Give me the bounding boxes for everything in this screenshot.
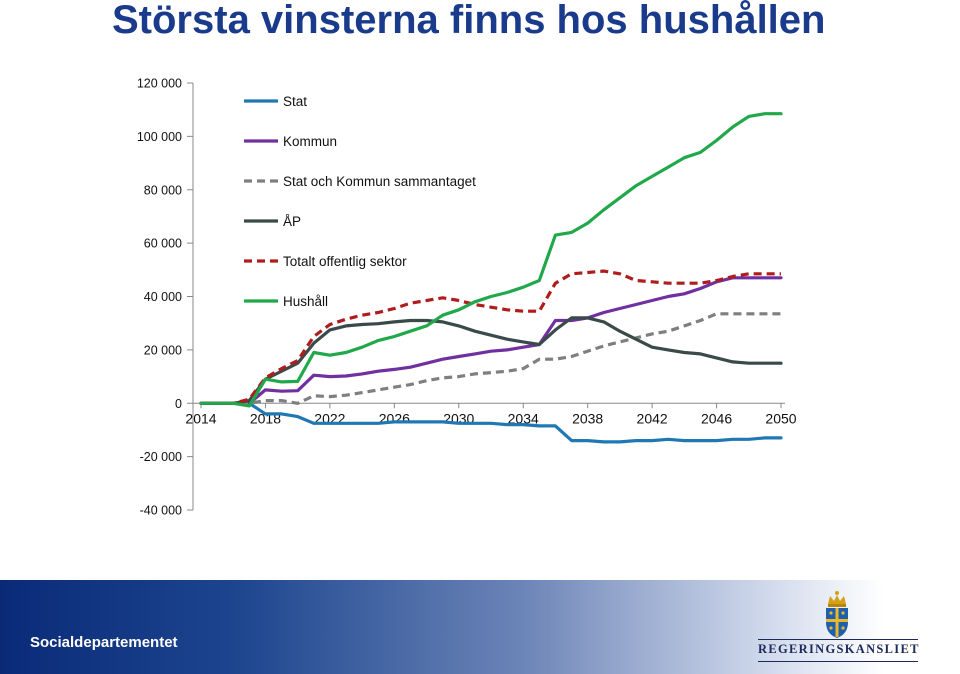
logo-wordmark: REGERINGSKANSLIET xyxy=(758,642,920,656)
legend-label: Totalt offentlig sektor xyxy=(283,254,407,269)
logo-rule-bottom xyxy=(758,661,918,662)
slide-title: Största vinsterna finns hos hushållen xyxy=(112,0,826,42)
legend-label: ÅP xyxy=(283,214,301,229)
series-line-stat-och-kommun-sammantaget xyxy=(201,312,781,405)
series-line-kommun xyxy=(199,276,783,405)
regeringskansliet-logo: REGERINGSKANSLIET xyxy=(758,590,918,668)
x-tick-label: 2050 xyxy=(765,410,796,426)
legend-label: Hushåll xyxy=(283,294,328,309)
footer-band: Socialdepartementet xyxy=(0,580,960,674)
chart-axes: -40 000 -20 000 0 20 000 40 000 60 000 80 000 1… xyxy=(137,77,797,518)
line-chart: -40 000 -20 000 0 20 000 40 000 60 000 80 000 1… xyxy=(137,77,797,518)
x-tick-label: 2042 xyxy=(637,410,668,426)
x-tick-label: 2034 xyxy=(508,410,539,426)
legend-label: Stat xyxy=(283,94,307,109)
y-tick-label: 20 000 xyxy=(144,343,182,357)
chart-legend: Stat Kommun Stat och Kommun sammantaget ÅP T… xyxy=(244,94,476,309)
y-tick-label: -20 000 xyxy=(140,450,182,464)
y-tick-label: 100 000 xyxy=(137,130,182,144)
legend-label: Stat och Kommun sammantaget xyxy=(283,174,476,189)
footer-department: Socialdepartementet xyxy=(30,634,178,651)
y-tick-label: 0 xyxy=(175,397,182,411)
y-tick-label: -40 000 xyxy=(140,504,182,518)
x-tick-label: 2014 xyxy=(185,410,216,426)
y-tick-label: 80 000 xyxy=(144,183,182,197)
series-line-åp xyxy=(199,316,783,405)
series-line-stat xyxy=(199,401,783,444)
chart-series xyxy=(199,112,783,444)
x-tick-label: 2038 xyxy=(572,410,603,426)
y-tick-label: 40 000 xyxy=(144,290,182,304)
y-tick-label: 60 000 xyxy=(144,237,182,251)
y-tick-label: 120 000 xyxy=(137,77,182,91)
legend-label: Kommun xyxy=(283,134,337,149)
crown-shield-icon xyxy=(826,591,848,638)
x-tick-label: 2046 xyxy=(701,410,732,426)
series-line-hushåll xyxy=(199,112,783,408)
logo-rule-top xyxy=(758,639,918,640)
series-line-totalt-offentlig-sektor xyxy=(201,269,781,405)
